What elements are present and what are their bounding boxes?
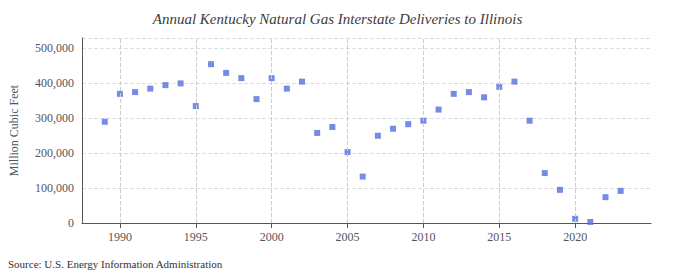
svg-text:2005: 2005 <box>336 230 360 244</box>
svg-text:1990: 1990 <box>108 230 132 244</box>
svg-text:Million Cubic Feet: Million Cubic Feet <box>7 84 21 176</box>
svg-text:0: 0 <box>68 216 74 230</box>
svg-text:300,000: 300,000 <box>35 111 74 125</box>
svg-text:1995: 1995 <box>184 230 208 244</box>
svg-text:2010: 2010 <box>411 230 435 244</box>
svg-text:100,000: 100,000 <box>35 181 74 195</box>
svg-text:Annual Kentucky Natural Gas In: Annual Kentucky Natural Gas Interstate D… <box>152 11 523 27</box>
svg-text:2020: 2020 <box>563 230 587 244</box>
svg-text:2000: 2000 <box>260 230 284 244</box>
svg-text:200,000: 200,000 <box>35 146 74 160</box>
svg-text:2015: 2015 <box>487 230 511 244</box>
svg-text:500,000: 500,000 <box>35 41 74 55</box>
svg-text:Source: U.S. Energy Informatio: Source: U.S. Energy Information Administ… <box>8 258 223 270</box>
svg-text:400,000: 400,000 <box>35 76 74 90</box>
